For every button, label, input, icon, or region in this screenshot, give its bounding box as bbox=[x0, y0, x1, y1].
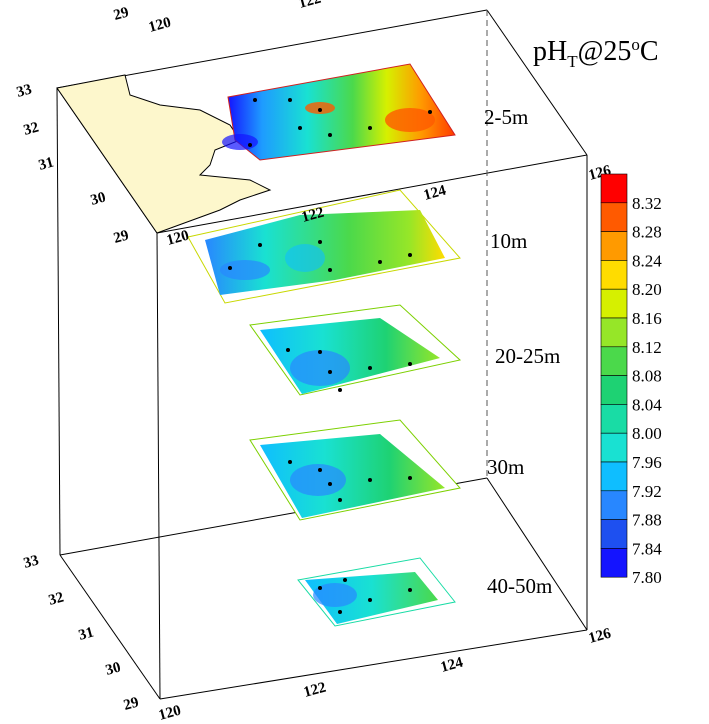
layer-2-5m bbox=[222, 63, 456, 161]
colorbar-swatch bbox=[600, 404, 628, 434]
colorbar-label: 7.80 bbox=[632, 568, 662, 587]
colorbar-label: 8.04 bbox=[632, 395, 662, 414]
colorbar-swatch bbox=[600, 490, 628, 520]
colorbar: 8.32 8.28 8.24 8.20 8.16 8.12 8.08 8.04 8.00 7.96… bbox=[600, 173, 662, 587]
colorbar-label: 8.24 bbox=[632, 251, 662, 270]
colorbar-label: 8.08 bbox=[632, 367, 662, 386]
lat-tick-29-top: 29 bbox=[112, 228, 131, 247]
colorbar-swatch bbox=[600, 461, 628, 492]
colorbar-swatch bbox=[600, 317, 628, 348]
lon-tick-122-bottom: 122 bbox=[302, 680, 328, 701]
layer-labels: 2-5m 10m 20-25m 30m 40-50m bbox=[484, 105, 560, 598]
colorbar-swatch bbox=[600, 260, 628, 290]
top-tick-29: 29 bbox=[112, 5, 131, 24]
layer-label-5: 40-50m bbox=[487, 574, 552, 598]
colorbar-label: 8.28 bbox=[632, 223, 662, 242]
axis-ticks: 33 32 31 30 29 120 122 124 126 29 120 12… bbox=[15, 0, 613, 724]
layer-30m bbox=[249, 419, 461, 521]
colorbar-swatch bbox=[600, 346, 628, 376]
colorbar-label: 7.96 bbox=[632, 453, 662, 472]
colorbar-swatch bbox=[600, 519, 628, 549]
lat-tick-31-top: 31 bbox=[37, 155, 56, 174]
colorbar-swatch bbox=[600, 548, 628, 578]
lon-tick-122-top: 122 bbox=[300, 205, 326, 226]
colorbar-swatch bbox=[600, 173, 628, 204]
lat-tick-32-top: 32 bbox=[22, 120, 41, 139]
top-tick-122: 122 bbox=[297, 0, 323, 12]
layer-40-50m bbox=[297, 557, 456, 627]
lat-tick-31-bottom: 31 bbox=[77, 625, 96, 644]
colorbar-label: 7.92 bbox=[632, 482, 662, 501]
lon-tick-126-bottom: 126 bbox=[587, 625, 613, 646]
layer-20-25m bbox=[249, 304, 462, 396]
lat-tick-32-bottom: 32 bbox=[47, 590, 66, 609]
lat-tick-30-top: 30 bbox=[89, 190, 108, 209]
lat-tick-29-bottom: 29 bbox=[122, 695, 141, 714]
top-tick-120: 120 bbox=[147, 15, 173, 36]
colorbar-swatch bbox=[600, 432, 628, 463]
layer-10m bbox=[187, 189, 461, 304]
colorbar-label: 8.12 bbox=[632, 338, 662, 357]
layer-label-4: 30m bbox=[487, 455, 524, 479]
layer-label-1: 2-5m bbox=[484, 105, 528, 129]
sample-dots bbox=[228, 98, 432, 614]
layer-label-3: 20-25m bbox=[495, 344, 560, 368]
colorbar-swatch bbox=[600, 288, 628, 319]
lat-tick-33-bottom: 33 bbox=[22, 553, 41, 572]
lon-tick-124-bottom: 124 bbox=[439, 654, 465, 675]
layer-label-2: 10m bbox=[490, 229, 527, 253]
lat-tick-33-top: 33 bbox=[15, 82, 34, 101]
colorbar-label: 8.20 bbox=[632, 280, 662, 299]
lon-tick-120-top: 120 bbox=[165, 228, 191, 249]
colorbar-swatch bbox=[600, 202, 628, 232]
colorbar-swatch bbox=[600, 375, 628, 405]
lon-tick-124-top: 124 bbox=[422, 182, 448, 203]
colorbar-label: 7.88 bbox=[632, 511, 662, 530]
colorbar-swatch bbox=[600, 231, 628, 261]
lat-tick-30-bottom: 30 bbox=[104, 660, 123, 679]
colorbar-label: 8.00 bbox=[632, 424, 662, 443]
chart-title: pHT@25oC bbox=[533, 35, 659, 71]
land-mass bbox=[56, 74, 272, 234]
colorbar-label: 8.32 bbox=[632, 194, 662, 213]
colorbar-label: 7.84 bbox=[632, 539, 662, 558]
lon-tick-120-bottom: 120 bbox=[157, 703, 183, 724]
colorbar-label: 8.16 bbox=[632, 309, 662, 328]
